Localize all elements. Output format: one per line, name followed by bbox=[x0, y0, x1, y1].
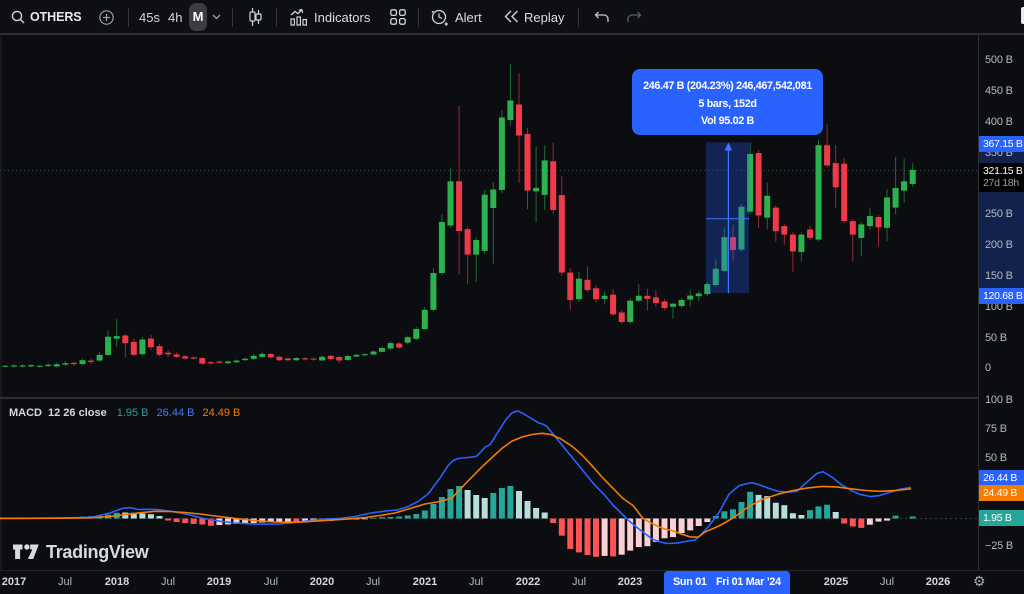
svg-text:TradingView: TradingView bbox=[46, 542, 150, 562]
